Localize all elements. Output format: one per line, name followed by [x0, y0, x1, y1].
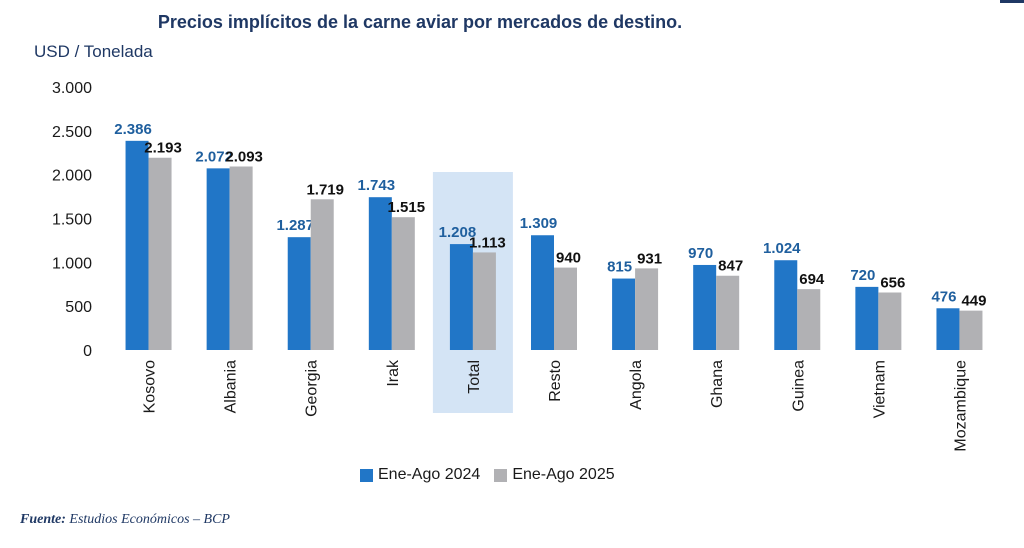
legend-label-2024: Ene-Ago 2024	[378, 466, 481, 483]
bar-2025	[148, 157, 172, 350]
bar-2024	[125, 140, 149, 350]
data-label-2024: 815	[607, 259, 632, 276]
y-tick-label: 2.000	[52, 168, 92, 185]
bar-2024	[693, 264, 717, 350]
source-text: Estudios Económicos – BCP	[69, 512, 230, 527]
legend: Ene-Ago 2024 Ene-Ago 2025	[360, 466, 629, 484]
legend-label-2025: Ene-Ago 2025	[512, 466, 615, 483]
data-label-2024: 1.287	[276, 217, 314, 234]
bar-2024	[449, 244, 473, 350]
category-label: Vietnam	[871, 360, 888, 418]
data-label-2024: 2.386	[114, 121, 152, 138]
category-label: Resto	[547, 360, 564, 402]
y-tick-label: 1.000	[52, 255, 92, 272]
data-label-2025: 2.093	[225, 149, 263, 166]
data-label-2024: 476	[931, 288, 956, 305]
category-label: Albania	[223, 360, 240, 413]
bar-2025	[554, 267, 577, 350]
legend-swatch-2024	[360, 468, 373, 482]
bar-2025	[716, 275, 740, 350]
bar-2024	[287, 237, 311, 350]
data-label-2024: 720	[850, 267, 875, 284]
category-label: Georgia	[304, 360, 321, 417]
data-label-2024: 2.072	[195, 148, 233, 165]
category-label: Kosovo	[142, 360, 159, 413]
data-label-2025: 1.113	[469, 234, 506, 251]
data-label-2024: 1.743	[358, 177, 396, 194]
chart-title: Precios implícitos de la carne aviar por…	[157, 12, 683, 32]
bar-2024	[774, 260, 798, 350]
category-label: Mozambique	[952, 360, 969, 452]
bar-2024	[936, 308, 960, 350]
legend-item-2025: Ene-Ago 2025	[494, 466, 615, 484]
category-label: Angola	[628, 360, 645, 410]
data-label-2025: 449	[961, 293, 986, 310]
bar-2025	[635, 268, 659, 350]
bar-2025	[797, 289, 821, 350]
category-label: Total	[466, 360, 483, 394]
corner-accent-bar	[1000, 0, 1024, 3]
bar-2025	[472, 252, 496, 350]
legend-swatch-2025	[494, 468, 508, 482]
data-label-2025: 656	[880, 274, 905, 291]
y-tick-label: 500	[65, 299, 92, 316]
y-tick-label: 0	[83, 343, 92, 360]
data-label-2025: 940	[556, 250, 581, 267]
data-label-2024: 970	[688, 245, 713, 262]
y-axis-unit-label: USD / Tonelada	[34, 42, 153, 61]
data-label-2024: 1.024	[763, 240, 801, 257]
bar-2024	[206, 168, 230, 350]
data-label-2025: 2.193	[144, 140, 182, 157]
category-label: Irak	[385, 359, 402, 387]
y-tick-label: 3.000	[52, 80, 92, 97]
category-label: Ghana	[709, 360, 726, 408]
y-tick-label: 2.500	[52, 124, 92, 141]
category-label: Guinea	[790, 360, 807, 412]
data-label-2024: 1.208	[439, 224, 477, 241]
bar-2025	[959, 310, 983, 350]
bar-2025	[310, 199, 334, 350]
data-label-2025: 1.515	[388, 199, 426, 216]
bar-2025	[878, 292, 902, 350]
bar-2025	[391, 217, 415, 350]
y-tick-label: 1.500	[52, 212, 92, 229]
source-note: Fuente: Estudios Económicos – BCP	[20, 512, 230, 528]
bar-2025	[229, 166, 253, 350]
data-label-2025: 847	[718, 258, 743, 275]
bar-2024	[368, 197, 392, 350]
data-label-2024: 1.309	[520, 215, 558, 232]
bar-2024	[612, 278, 636, 350]
data-label-2025: 1.719	[306, 181, 344, 198]
legend-item-2024: Ene-Ago 2024	[360, 466, 480, 484]
data-label-2025: 931	[637, 250, 662, 267]
bar-2024	[531, 235, 554, 350]
source-key: Fuente:	[20, 512, 66, 527]
data-label-2025: 694	[799, 271, 825, 288]
bar-2024	[855, 286, 879, 350]
